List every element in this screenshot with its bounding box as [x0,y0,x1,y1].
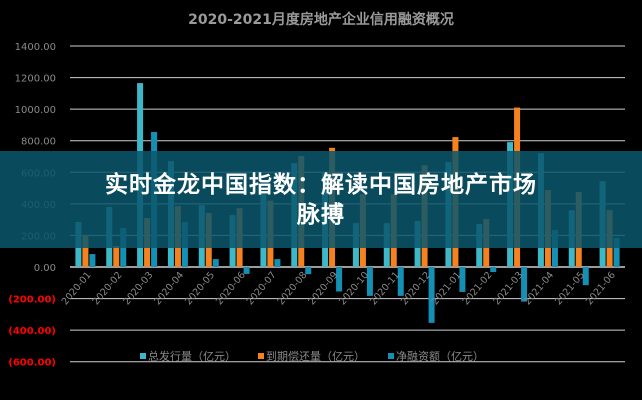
legend-swatch [140,353,146,359]
y-tick-label: 1200.00 [15,74,56,85]
bar-net-financing [397,267,404,296]
y-tick-label: 800.00 [21,137,56,148]
bar-net-financing [490,267,497,273]
x-tick-label: 2021-05 [553,270,587,307]
y-tick-label: 0.00 [34,263,56,274]
y-tick-label: (600.00) [8,358,56,369]
x-tick-label: 2020-11 [368,270,402,307]
headline-line-1: 实时金龙中国指数：解读中国房地产市场 [105,171,537,198]
legend-label: 到期偿还量（亿元） [266,349,365,363]
x-tick-label: 2021-06 [584,270,618,307]
chart-title: 2020-2021月度房地产企业信用融资概况 [188,11,454,28]
x-tick-label: 2021-01 [430,270,464,307]
legend-label: 总发行量（亿元） [148,349,236,363]
headline-line-2: 脉搏 [297,201,345,228]
bar-net-financing [582,267,589,286]
bar-net-financing [274,259,281,267]
bar-net-financing [428,267,435,323]
x-tick-label: 2020-04 [152,270,186,307]
legend-swatch [388,353,394,359]
y-tick-label: (400.00) [8,326,56,337]
x-tick-label: 2021-03 [491,270,525,307]
x-tick-label: 2020-01 [60,270,94,307]
x-tick-label: 2020-08 [276,270,310,307]
bar-net-financing [89,254,96,267]
bar-net-financing [459,267,466,292]
legend-swatch [258,353,264,359]
x-tick-label: 2020-12 [399,270,433,307]
bar-net-financing [613,237,620,267]
bar-maturity-repayment [82,234,89,267]
bar-net-financing [336,267,343,292]
x-tick-label: 2020-07 [245,270,279,307]
x-tick-label: 2020-10 [337,270,371,307]
headline-banner: 实时金龙中国指数：解读中国房地产市场 脉搏 [0,151,642,248]
x-tick-label: 2021-04 [522,270,556,307]
bar-net-financing [551,230,558,267]
bar-maturity-repayment [113,246,120,267]
y-tick-label: (200.00) [8,295,56,306]
bar-net-financing [212,259,219,267]
legend-label: 净融资额（亿元） [396,349,484,363]
bar-net-financing [305,267,312,275]
x-tick-label: 2020-05 [183,270,217,307]
x-tick-label: 2020-03 [121,270,155,307]
y-tick-label: 1400.00 [15,42,56,53]
bar-net-financing [243,267,250,274]
y-tick-label: 1000.00 [15,105,56,116]
x-tick-label: 2021-02 [461,270,495,307]
bar-net-financing [366,267,373,296]
x-tick-label: 2020-09 [306,270,340,307]
x-tick-label: 2020-06 [214,270,248,307]
x-tick-label: 2020-02 [91,270,125,307]
bar-net-financing [521,267,528,302]
